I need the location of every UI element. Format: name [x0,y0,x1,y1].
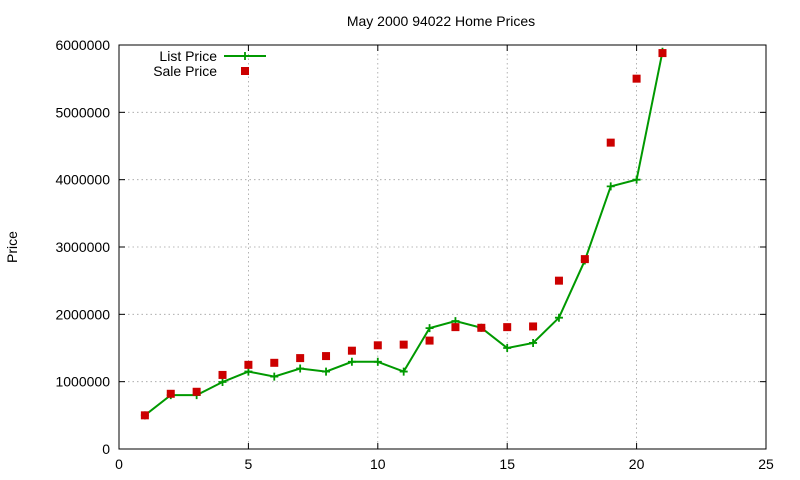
x-tick-label: 20 [629,456,645,472]
y-tick-label: 4000000 [55,172,110,188]
sale-price-point [658,49,667,58]
x-tick-label: 10 [370,456,386,472]
list-price-point [270,372,279,381]
list-price-point [632,175,641,184]
list-price-point [296,364,305,373]
list-price-point [322,367,331,376]
y-tick-label: 6000000 [55,37,110,53]
sale-price-point [296,354,305,363]
y-tick-label: 0 [102,441,110,457]
sale-price-point [554,276,563,285]
list-price-point [399,367,408,376]
legend-marker-list-price [241,52,249,60]
sale-price-point [425,336,434,345]
legend-label-sale-price: Sale Price [153,63,217,79]
axis-ticks: 0 1000000 2000000 3000000 4000000 5000000 6000… [55,37,774,472]
sale-price-point [270,358,279,367]
sale-price-point [347,346,356,355]
sale-price-point [140,411,149,420]
list-price-point [425,324,434,333]
x-tick-label: 15 [499,456,515,472]
y-tick-label: 1000000 [55,374,110,390]
sale-price-point [218,370,227,379]
sale-price-point [632,74,641,83]
y-tick-label: 3000000 [55,239,110,255]
sale-price-point [503,323,512,332]
sale-price-point [192,387,201,396]
sale-price-point [477,323,486,332]
sale-price-point [322,352,331,361]
sale-price-point [451,323,460,332]
x-tick-label: 0 [115,456,123,472]
chart-title: May 2000 94022 Home Prices [347,13,535,29]
x-tick-label: 25 [758,456,774,472]
list-price-point [529,338,538,347]
sale-price-point [166,389,175,398]
sale-price-point [529,322,538,331]
list-price-point [606,182,615,191]
sale-price-point [580,255,589,264]
y-axis-label: Price [4,231,20,263]
y-tick-label: 2000000 [55,306,110,322]
list-price-line [144,51,664,417]
sale-price-point [399,340,408,349]
plot-frame [118,44,767,450]
sale-price-point [244,360,253,369]
y-tick-label: 5000000 [55,104,110,120]
grid-lines [119,45,766,449]
list-price-point [373,357,382,366]
list-price-point [244,367,253,376]
legend-label-list-price: List Price [159,48,217,64]
sale-price-point [606,138,615,147]
list-price-point [218,378,227,387]
legend-marker-sale-price [241,67,249,75]
list-price-point [503,344,512,352]
x-tick-label: 5 [245,456,253,472]
list-price-point [554,313,563,322]
plot-series [140,47,667,420]
list-price-point [347,357,356,366]
sale-price-point [373,341,382,350]
